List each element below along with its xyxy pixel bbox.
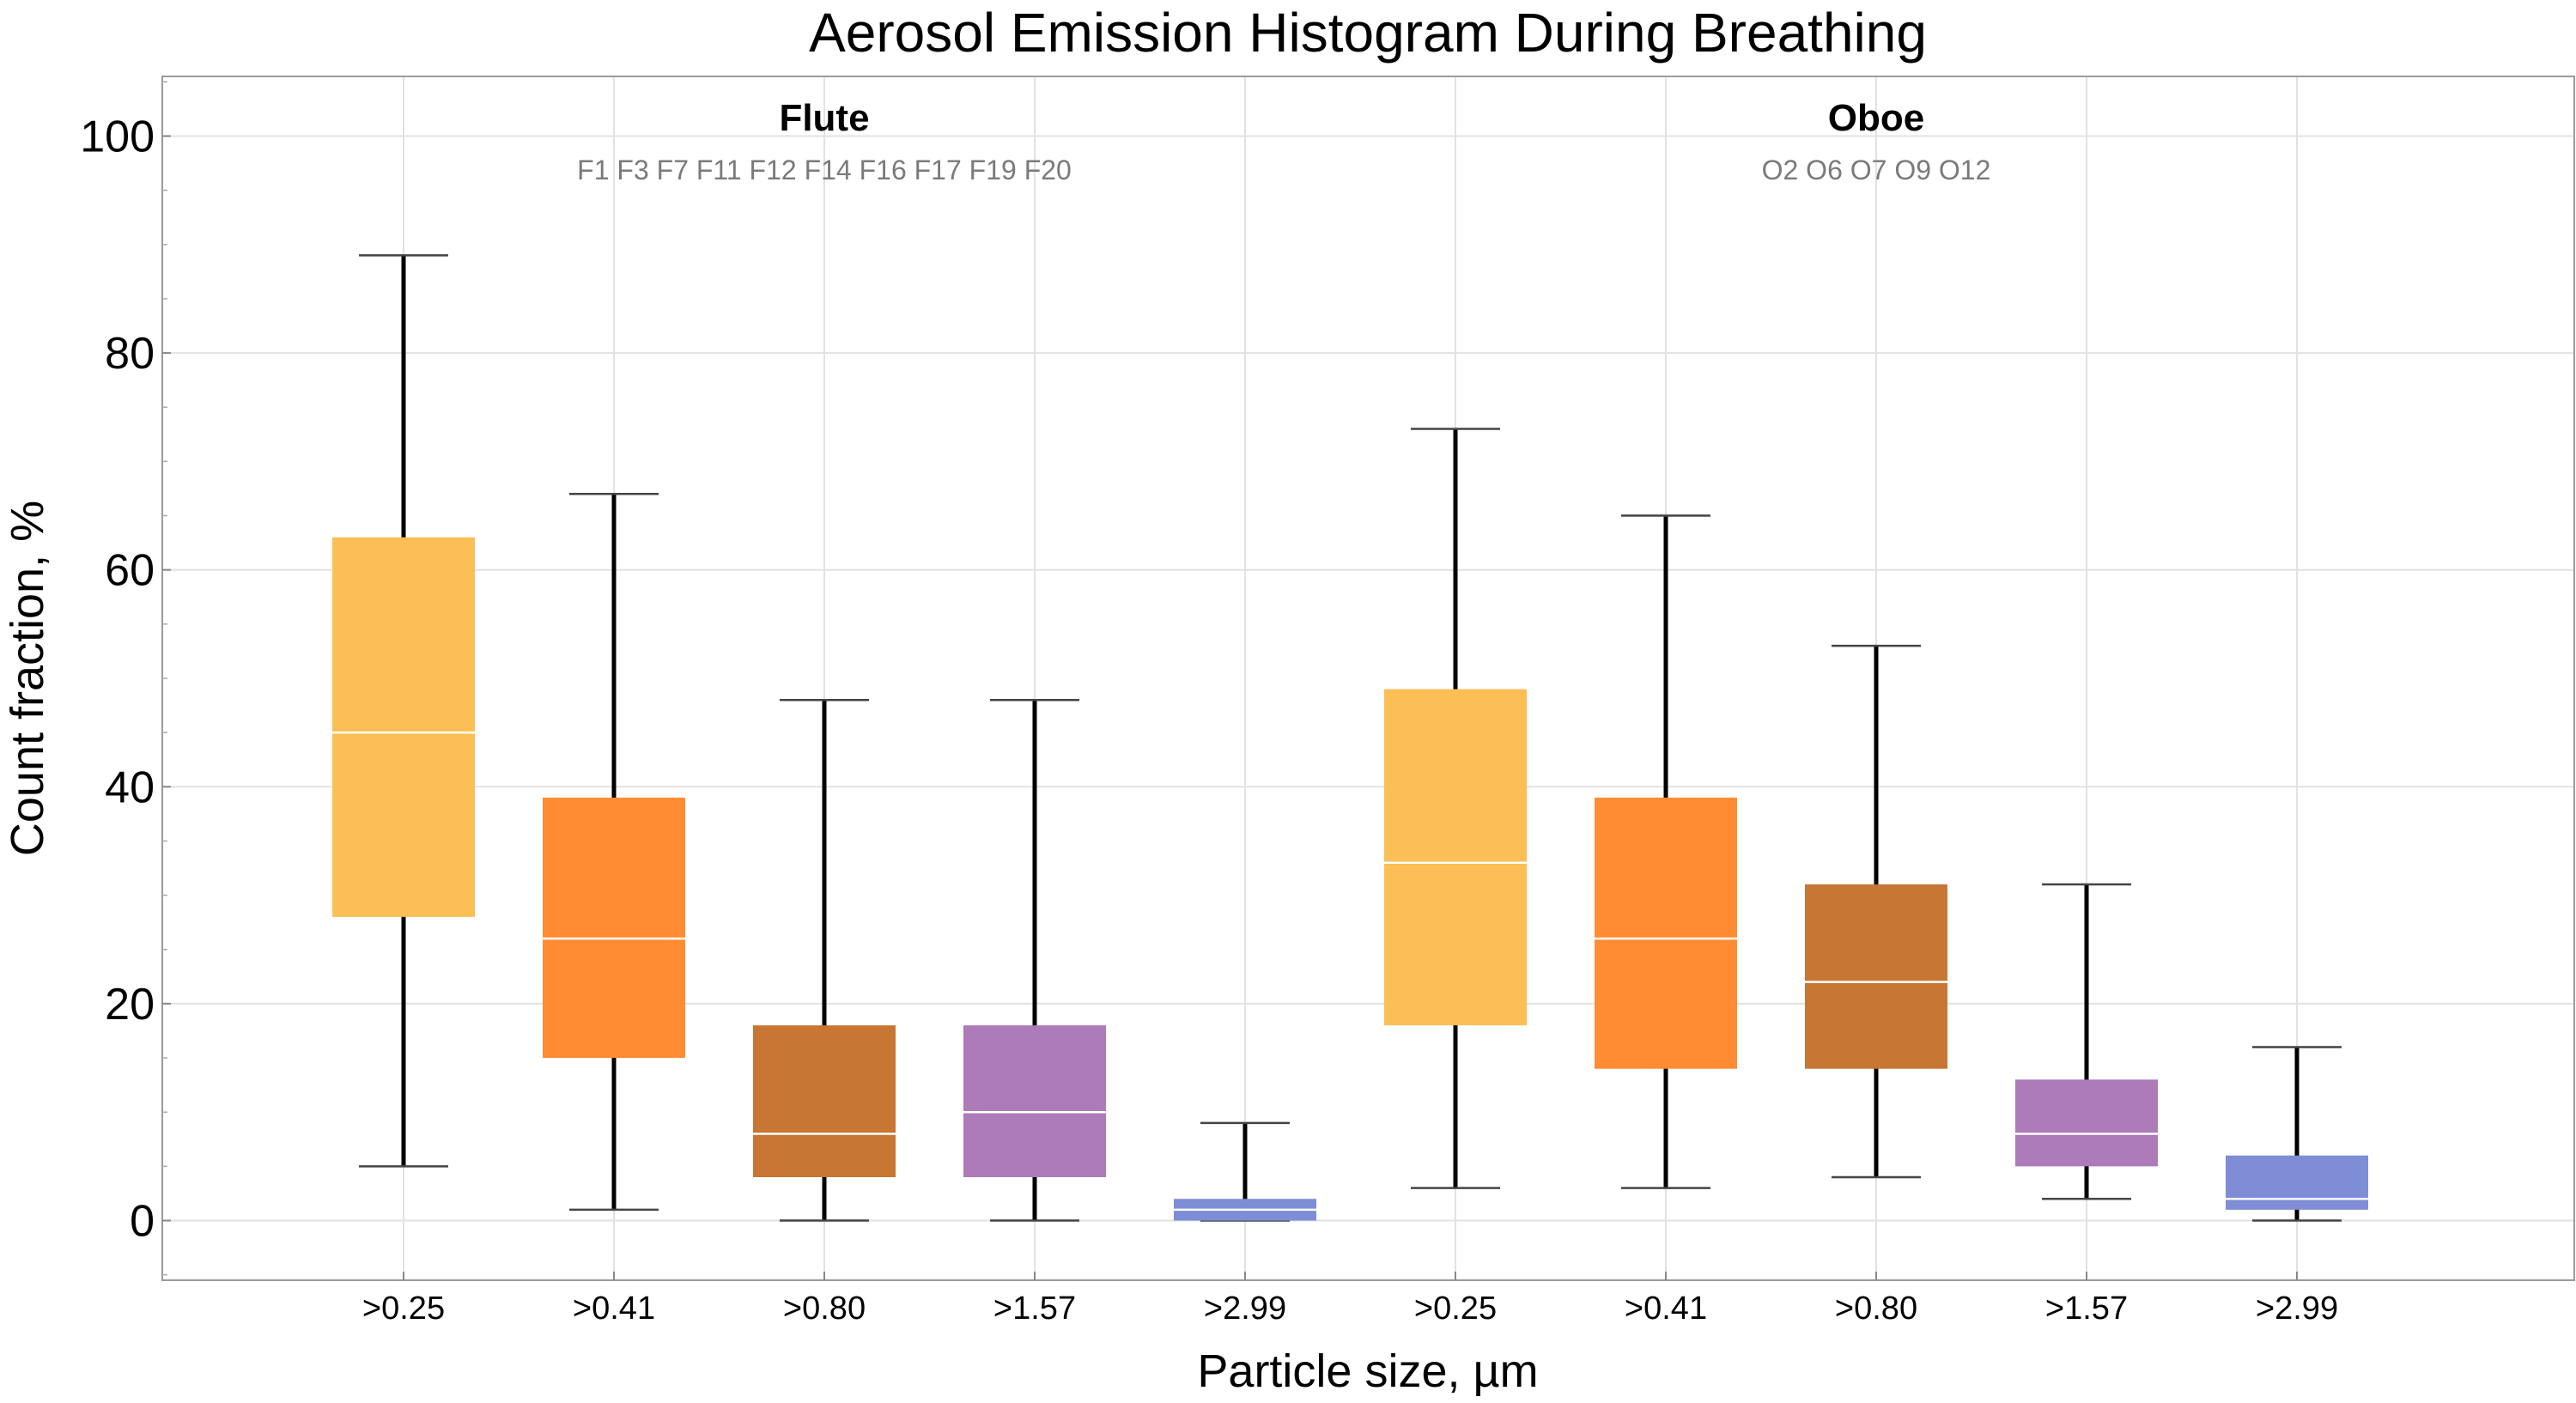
y-tick-label: 40 xyxy=(105,762,155,812)
y-axis-title: Count fraction, % xyxy=(2,501,53,856)
box-flute-gt0.41 xyxy=(543,797,685,1059)
box-oboe-gt1.57 xyxy=(2015,1079,2158,1167)
y-tick-label: 20 xyxy=(105,980,155,1029)
x-tick-label: >0.25 xyxy=(1414,1291,1497,1327)
box-flute-gt0.80 xyxy=(753,1025,896,1178)
x-tick-label: >0.41 xyxy=(573,1291,655,1327)
x-axis-title: Particle size, µm xyxy=(1197,1345,1538,1397)
x-tick-label: >2.99 xyxy=(2256,1291,2338,1327)
box-oboe-gt2.99 xyxy=(2226,1155,2368,1210)
y-axis: 0 20 40 60 80 100 xyxy=(80,81,171,1276)
group-subjects-oboe: O2 O6 O7 O9 O12 xyxy=(1762,155,1991,185)
y-tick-label: 0 xyxy=(130,1197,155,1247)
group-labels: Flute F1 F3 F7 F11 F12 F14 F16 F17 F19 F2… xyxy=(577,97,1990,185)
x-axis: >0.25 >0.41 >0.80 >1.57 >2.99 >0.25 >0.41 >0.80… xyxy=(362,1272,2338,1327)
box-oboe-gt0.25 xyxy=(1384,689,1527,1026)
x-tick-label: >1.57 xyxy=(993,1291,1076,1327)
x-tick-label: >0.41 xyxy=(1625,1291,1707,1327)
y-tick-label: 100 xyxy=(80,112,155,161)
box-oboe-gt0.41 xyxy=(1595,797,1737,1069)
boxes xyxy=(332,254,2368,1222)
y-tick-label: 80 xyxy=(105,329,155,379)
chart-title: Aerosol Emission Histogram During Breath… xyxy=(809,2,1927,64)
group-label-flute: Flute xyxy=(779,97,869,139)
x-tick-label: >0.80 xyxy=(783,1291,866,1327)
y-tick-label: 60 xyxy=(105,546,155,596)
x-tick-label: >1.57 xyxy=(2045,1291,2128,1327)
box-oboe-gt0.80 xyxy=(1805,884,1947,1069)
group-subjects-flute: F1 F3 F7 F11 F12 F14 F16 F17 F19 F20 xyxy=(577,155,1072,185)
grid xyxy=(162,76,2574,1280)
group-label-oboe: Oboe xyxy=(1828,97,1924,139)
x-tick-label: >2.99 xyxy=(1204,1291,1286,1327)
box-flute-gt0.25 xyxy=(332,537,475,917)
box-flute-gt1.57 xyxy=(963,1025,1106,1178)
x-tick-label: >0.25 xyxy=(362,1291,445,1327)
x-tick-label: >0.80 xyxy=(1835,1291,1917,1327)
